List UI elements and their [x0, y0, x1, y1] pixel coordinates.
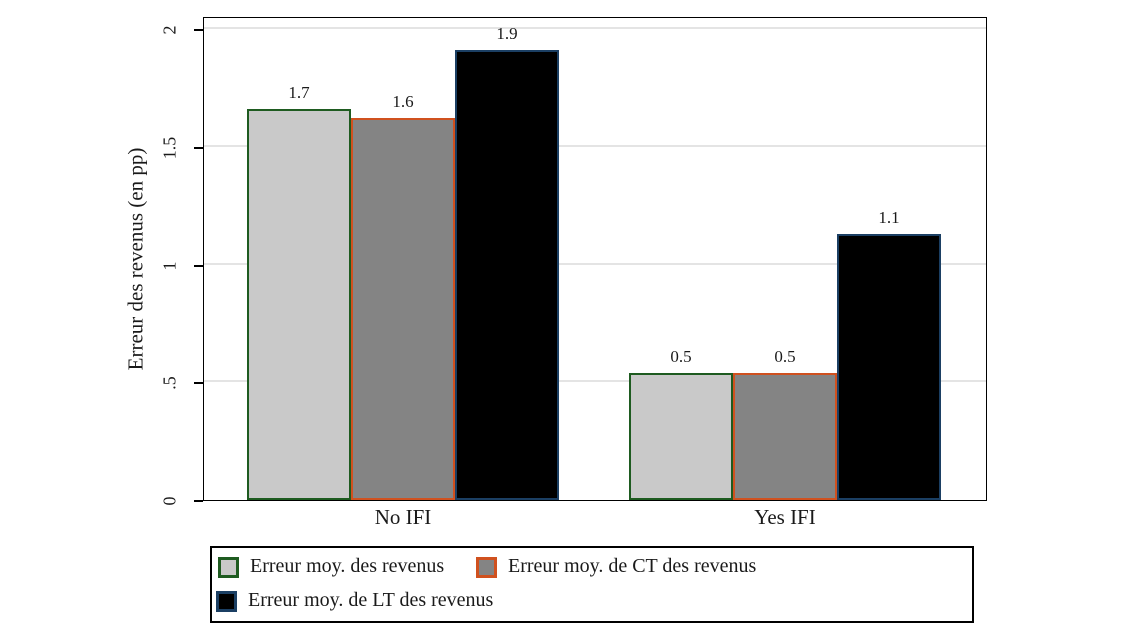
bar-value-label: 1.6: [392, 92, 414, 111]
legend-label: Erreur moy. de CT des revenus: [508, 555, 757, 577]
legend-box: Erreur moy. des revenus Erreur moy. de CT…: [210, 546, 974, 623]
bar-value-label: 0.5: [670, 347, 692, 366]
legend-swatch: [476, 557, 497, 578]
y-tick: [194, 146, 203, 149]
bar: [351, 118, 455, 500]
y-axis-title: Erreur des revenus (en pp): [123, 147, 148, 371]
gridline: [204, 27, 986, 29]
y-tick-label: .5: [159, 376, 180, 391]
y-tick-label: 0: [159, 496, 180, 506]
y-tick-label: 1.5: [159, 136, 180, 160]
bar: [733, 373, 837, 500]
bar: [837, 234, 941, 500]
legend-label: Erreur moy. de LT des revenus: [248, 589, 494, 611]
gridline: [204, 380, 986, 383]
y-tick-label: 1: [159, 261, 180, 270]
plot-area: 1.7 1.6 1.9 0.5 0.5 1.1: [203, 17, 987, 501]
gridline: [204, 262, 986, 265]
x-category-label: Yes IFI: [754, 505, 816, 529]
bar-value-label: 1.7: [288, 83, 310, 102]
bar-value-label: 0.5: [774, 347, 796, 366]
bar: [629, 373, 733, 500]
bar-value-label: 1.9: [496, 24, 518, 43]
x-category-label: No IFI: [374, 505, 432, 529]
bar: [247, 109, 351, 500]
y-tick: [194, 382, 203, 385]
legend-label: Erreur moy. des revenus: [250, 555, 445, 577]
y-tick: [194, 29, 203, 31]
bar: [455, 50, 559, 500]
y-tick-label: 2: [159, 25, 180, 35]
y-tick: [194, 500, 203, 502]
legend-swatch: [218, 557, 239, 578]
bar-value-label: 1.1: [878, 208, 900, 227]
y-tick: [194, 264, 203, 267]
gridline: [204, 144, 986, 147]
legend-swatch: [216, 591, 237, 612]
